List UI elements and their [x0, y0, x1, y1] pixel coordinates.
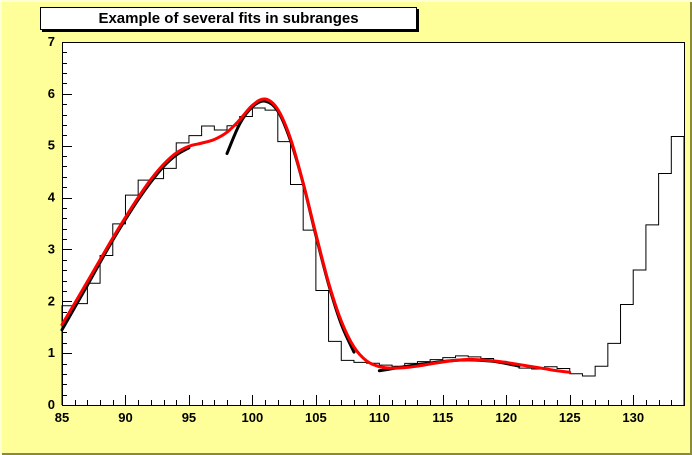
y-axis-tick-label: 4	[48, 190, 56, 205]
y-axis-tick-label: 0	[48, 397, 55, 412]
x-axis-tick-label: 125	[559, 410, 581, 425]
x-axis-tick-label: 85	[55, 410, 69, 425]
x-axis-tick-label: 115	[432, 410, 453, 425]
plot-title: Example of several fits in subranges	[98, 10, 359, 27]
y-axis-tick-label: 7	[48, 34, 55, 49]
y-axis-tick-label: 5	[48, 138, 55, 153]
histogram-step-line	[61, 107, 685, 405]
x-axis-tick-label: 100	[242, 410, 264, 425]
y-axis-tick-label: 6	[48, 86, 55, 101]
x-axis-tick-label: 90	[118, 410, 132, 425]
plot-frame	[62, 42, 685, 406]
y-axis-tick-label: 2	[48, 293, 55, 308]
y-axis-tick-label: 3	[48, 241, 55, 256]
x-axis-tick-label: 110	[369, 410, 390, 425]
total-fit-curve	[60, 97, 572, 374]
y-axis-tick-label: 1	[48, 345, 55, 360]
x-axis-tick-label: 120	[495, 410, 517, 425]
x-axis-tick-label: 105	[305, 410, 327, 425]
plot-title-box: Example of several fits in subranges	[40, 7, 417, 30]
x-axis-tick-label: 95	[182, 410, 196, 425]
x-axis-tick-label: 130	[622, 410, 644, 425]
